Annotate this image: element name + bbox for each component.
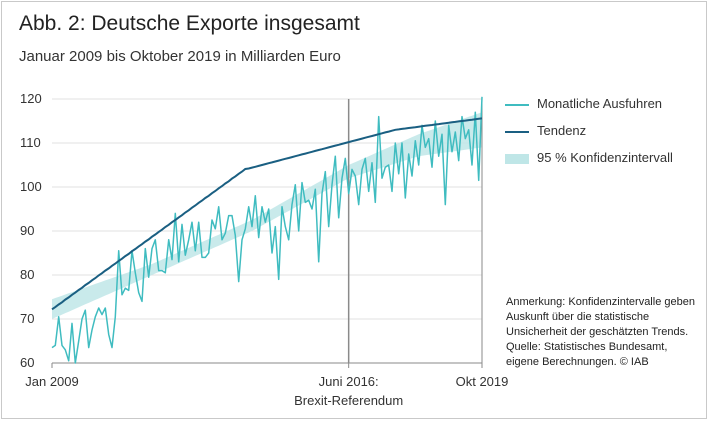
note-line: eigene Berechnungen. © IAB bbox=[506, 356, 649, 368]
trend-line bbox=[51, 117, 483, 311]
monthly-exports-line bbox=[51, 96, 483, 364]
y-tick-label: 70 bbox=[20, 311, 34, 326]
legend-swatch-trend bbox=[505, 131, 529, 133]
y-tick-label: 80 bbox=[20, 267, 34, 282]
y-tick-label: 100 bbox=[20, 179, 42, 194]
note-line: Auskunft über die statistische bbox=[506, 311, 650, 323]
x-tick-label: Okt 2019 bbox=[456, 374, 509, 389]
legend-swatch-monthly bbox=[505, 104, 529, 106]
legend-swatch-band bbox=[505, 154, 529, 164]
chart-title: Abb. 2: Deutsche Exporte insgesamt bbox=[19, 12, 360, 35]
note-line: Unsicherheit der geschätzten Trends. bbox=[506, 326, 689, 338]
legend-label-trend: Tendenz bbox=[537, 123, 587, 138]
x-tick-label: Brexit-Referendum bbox=[294, 393, 403, 408]
legend-label-band: 95 % Konfidenzintervall bbox=[537, 150, 673, 165]
y-tick-label: 120 bbox=[20, 91, 42, 106]
x-tick-label: Juni 2016: bbox=[319, 374, 379, 389]
x-tick-label: Jan 2009 bbox=[25, 374, 79, 389]
chart-subtitle: Januar 2009 bis Oktober 2019 in Milliard… bbox=[19, 48, 341, 65]
note-line: Quelle: Statistisches Bundesamt, bbox=[506, 341, 668, 353]
chart-note: Anmerkung: Konfidenzintervalle geben Aus… bbox=[506, 295, 706, 370]
y-tick-label: 110 bbox=[20, 135, 41, 150]
legend-label-monthly: Monatliche Ausfuhren bbox=[537, 96, 663, 111]
y-tick-label: 90 bbox=[20, 223, 34, 238]
y-tick-label: 60 bbox=[20, 355, 34, 370]
note-line: Anmerkung: Konfidenzintervalle geben bbox=[506, 296, 695, 308]
